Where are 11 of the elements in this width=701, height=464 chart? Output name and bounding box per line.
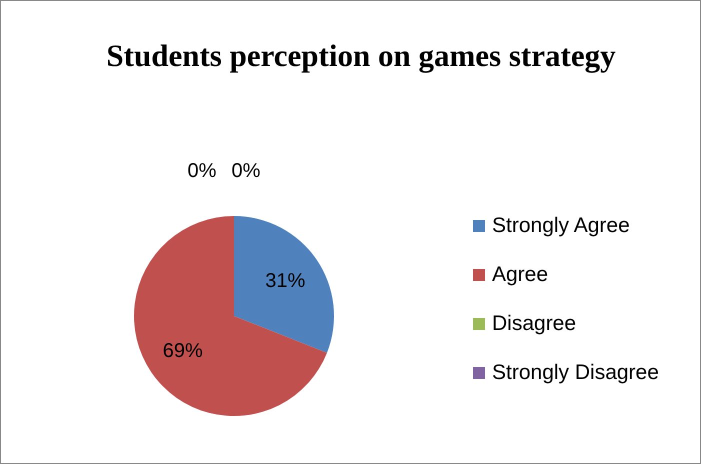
legend-label: Disagree bbox=[492, 312, 576, 336]
data-label: 31% bbox=[265, 270, 306, 292]
legend-label: Strongly Disagree bbox=[492, 360, 659, 384]
chart-title: Students perception on games strategy bbox=[105, 37, 617, 75]
data-label: 69% bbox=[162, 340, 203, 362]
pie-slice bbox=[134, 216, 327, 416]
pie-slice bbox=[234, 216, 334, 353]
text: 0% bbox=[188, 160, 216, 182]
text: 0% bbox=[232, 160, 260, 182]
legend-label: Agree bbox=[492, 262, 548, 286]
legend-label: Strongly Agree bbox=[492, 214, 630, 238]
